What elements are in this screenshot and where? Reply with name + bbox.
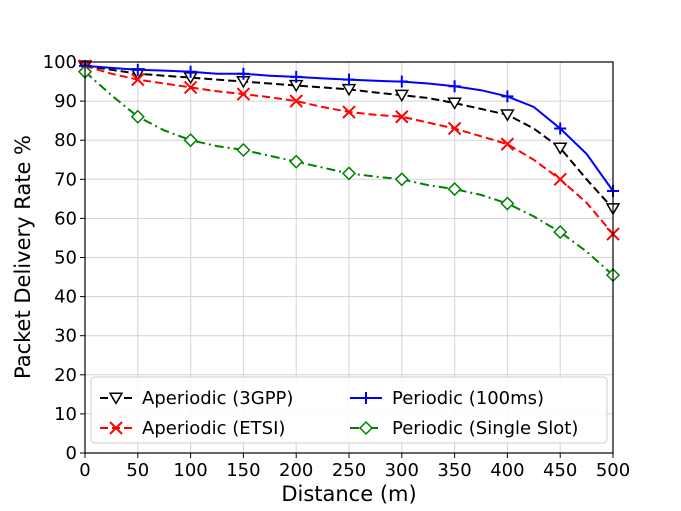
x-tick-label: 400: [490, 460, 524, 481]
data-point: [447, 97, 462, 110]
legend-marker: [360, 392, 372, 404]
y-tick-label: 50: [54, 248, 77, 269]
data-point: [183, 80, 198, 95]
legend-label: Periodic (100ms): [392, 388, 544, 409]
y-tick-label: 30: [54, 326, 77, 347]
y-tick-label: 80: [54, 130, 77, 151]
x-tick-label: 300: [385, 460, 419, 481]
legend-label: Aperiodic (3GPP): [142, 388, 293, 409]
data-point: [237, 67, 250, 80]
y-tick-label: 100: [43, 52, 77, 73]
data-point: [394, 172, 409, 187]
y-tick-label: 40: [54, 287, 77, 308]
y-tick-label: 20: [54, 365, 77, 386]
data-point: [395, 75, 408, 88]
legend-entry-0: Aperiodic (3GPP): [100, 388, 293, 409]
legend-entry-2: Periodic (100ms): [350, 388, 544, 409]
legend-entry-1: Aperiodic (ETSI): [100, 418, 285, 439]
y-tick-label: 0: [66, 443, 77, 464]
data-point: [500, 196, 515, 211]
data-point: [130, 109, 145, 124]
data-point: [394, 89, 410, 103]
data-point: [552, 142, 568, 155]
x-tick-label: 100: [173, 460, 207, 481]
y-tick-label: 60: [54, 208, 77, 229]
x-tick-label: 350: [437, 460, 471, 481]
x-tick-label: 150: [226, 460, 260, 481]
x-tick-label: 500: [596, 460, 630, 481]
data-point: [554, 122, 567, 135]
data-point: [184, 65, 197, 78]
series-3: [77, 64, 621, 283]
data-point: [447, 121, 462, 136]
data-point: [131, 63, 144, 76]
data-point: [501, 90, 514, 103]
data-point: [342, 105, 356, 119]
data-point: [447, 182, 462, 197]
data-point: [290, 70, 303, 83]
data-point: [500, 137, 515, 151]
legend-box: [90, 376, 608, 444]
data-point: [183, 133, 198, 148]
x-ticks: 0 50 100 150 200 250 300 350 400 450 500: [79, 453, 630, 481]
x-axis-title: Distance (m): [281, 482, 416, 506]
data-point: [343, 73, 355, 86]
y-tick-label: 90: [54, 91, 77, 112]
legend: Aperiodic (3GPP) Aperiodic (ETSI) Periodic…: [90, 376, 608, 444]
x-tick-label: 200: [279, 460, 313, 481]
series-layer: [77, 59, 621, 283]
data-point: [236, 87, 251, 101]
data-point: [289, 154, 304, 169]
legend-marker: [108, 392, 124, 405]
legend-marker: [358, 420, 374, 436]
data-point: [448, 80, 461, 93]
y-ticks: 0 10 20 30 40 50 60 70 80 90 100: [43, 52, 85, 464]
data-point: [553, 225, 568, 240]
legend-marker: [109, 421, 123, 435]
y-tick-label: 70: [54, 169, 77, 190]
data-point: [289, 94, 303, 108]
data-point: [395, 110, 409, 124]
data-point: [553, 172, 567, 187]
x-tick-label: 50: [126, 460, 149, 481]
y-axis-title: Packet Delivery Rate %: [11, 135, 35, 379]
data-point: [236, 142, 251, 158]
data-point: [131, 72, 145, 87]
legend-label: Periodic (Single Slot): [392, 418, 578, 439]
y-tick-label: 10: [54, 404, 77, 425]
x-tick-label: 250: [332, 460, 366, 481]
data-point: [500, 109, 515, 122]
legend-label: Aperiodic (ETSI): [142, 418, 285, 439]
legend-entry-3: Periodic (Single Slot): [350, 418, 578, 439]
x-tick-label: 0: [79, 460, 90, 481]
data-point: [341, 166, 357, 181]
x-tick-label: 450: [543, 460, 577, 481]
